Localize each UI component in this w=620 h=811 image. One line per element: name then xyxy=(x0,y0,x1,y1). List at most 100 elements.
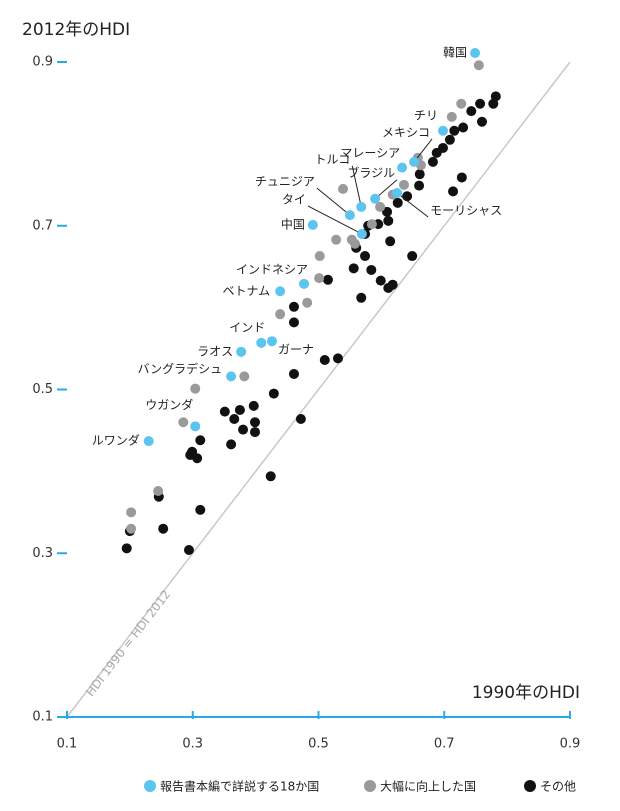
point xyxy=(402,191,413,202)
point-label: ベトナム xyxy=(223,284,271,298)
point xyxy=(248,400,259,411)
point xyxy=(382,206,393,217)
point xyxy=(268,388,279,399)
point xyxy=(234,404,245,415)
point-label: バングラデシュ xyxy=(137,361,222,376)
point xyxy=(226,371,237,382)
point-label: ブラジル xyxy=(347,165,395,180)
point xyxy=(275,286,286,297)
point-label: タイ xyxy=(282,192,306,206)
legend-marker xyxy=(144,780,156,792)
point-label: モーリシャス xyxy=(430,204,502,218)
legend-label: 報告書本編で詳説する18か国 xyxy=(160,779,319,794)
point xyxy=(302,297,313,308)
point xyxy=(448,186,459,197)
point xyxy=(366,264,377,275)
point xyxy=(299,278,310,289)
y-tick-label: 0.9 xyxy=(32,55,53,70)
point xyxy=(265,471,276,482)
point xyxy=(126,507,137,518)
point-label: ルワンダ xyxy=(92,433,140,448)
point xyxy=(488,98,499,109)
point xyxy=(470,47,481,58)
point xyxy=(444,134,455,145)
legend-label: 大幅に向上した国 xyxy=(380,779,476,794)
point xyxy=(456,172,467,183)
point xyxy=(338,183,349,194)
point xyxy=(458,122,469,133)
y-tick-label: 0.7 xyxy=(32,218,53,233)
point xyxy=(331,234,342,245)
point xyxy=(314,273,325,284)
point xyxy=(153,486,164,497)
point xyxy=(249,417,260,428)
point xyxy=(387,279,398,290)
point xyxy=(456,98,467,109)
point xyxy=(178,417,189,428)
point-label: ガーナ xyxy=(278,343,314,357)
point xyxy=(195,504,206,515)
point xyxy=(407,251,418,262)
x-tick-label: 0.5 xyxy=(308,737,329,752)
point xyxy=(383,215,394,226)
point xyxy=(375,201,386,212)
point xyxy=(427,156,438,167)
leader-line xyxy=(316,187,351,216)
point-label: 韓国 xyxy=(443,45,467,59)
point xyxy=(375,275,386,286)
point xyxy=(219,406,230,417)
point-label: トルコ xyxy=(314,152,350,166)
point xyxy=(256,337,267,348)
point xyxy=(195,435,206,446)
point xyxy=(121,543,132,554)
x-tick-label: 0.3 xyxy=(182,737,203,752)
point xyxy=(348,263,359,274)
point xyxy=(249,427,260,438)
point xyxy=(190,421,201,432)
point-label: ウガンダ xyxy=(145,397,193,412)
point xyxy=(397,162,408,173)
legend-label: その他 xyxy=(540,780,576,794)
point xyxy=(226,439,237,450)
point xyxy=(185,450,196,460)
point xyxy=(126,523,137,534)
point xyxy=(399,179,410,190)
point xyxy=(319,355,330,366)
diagonal-line xyxy=(66,61,571,718)
leader-line xyxy=(351,165,362,208)
point xyxy=(229,413,240,424)
point xyxy=(466,106,477,117)
point-label: チュニジア xyxy=(255,175,315,189)
point-label: メキシコ xyxy=(382,125,430,139)
point xyxy=(288,368,299,379)
point xyxy=(437,142,448,153)
point-label: チリ xyxy=(414,108,438,122)
y-tick-label: 0.5 xyxy=(32,382,53,397)
diagonal-label: HDI 1990 = HDI 2012 xyxy=(83,587,173,699)
point xyxy=(190,383,201,394)
point xyxy=(446,111,457,122)
point xyxy=(414,169,425,180)
x-tick-label: 0.9 xyxy=(560,737,581,752)
point-label: マレーシア xyxy=(340,146,400,160)
point xyxy=(385,236,396,247)
point xyxy=(449,125,460,136)
point xyxy=(475,98,486,109)
point xyxy=(288,317,299,328)
point xyxy=(370,193,381,204)
point xyxy=(366,219,377,230)
point xyxy=(356,228,367,239)
legend-marker xyxy=(364,780,376,792)
point xyxy=(344,210,355,221)
point xyxy=(476,116,487,127)
leader-line xyxy=(396,192,429,218)
point-label: ラオス xyxy=(197,344,233,358)
x-axis-title: 1990年のHDI xyxy=(472,683,580,703)
point-label: 中国 xyxy=(281,216,305,231)
point xyxy=(346,234,357,245)
point xyxy=(392,188,403,198)
point xyxy=(288,301,299,312)
x-tick-label: 0.1 xyxy=(57,737,78,752)
point xyxy=(143,436,154,447)
